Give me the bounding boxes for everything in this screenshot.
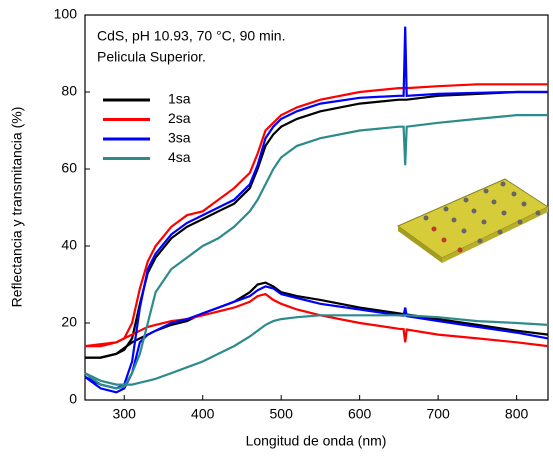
series-line (84, 114, 548, 390)
x-tick-label: 500 (270, 406, 294, 422)
series-line (85, 90, 548, 359)
y-tick-label: 20 (61, 314, 77, 330)
x-tick-label: 400 (191, 406, 215, 422)
legend-label: 1sa (168, 91, 191, 107)
series-line (84, 314, 549, 386)
y-tick-label: 40 (61, 237, 77, 253)
legend-label: 3sa (168, 130, 191, 146)
annotation: Pelicula Superior. (97, 49, 206, 65)
y-tick-label: 80 (61, 83, 77, 99)
y-axis-label: Reflectancia y transmitancia (%) (9, 107, 25, 308)
y-tick-label: 100 (54, 6, 78, 22)
legend-label: 4sa (168, 149, 191, 165)
x-tick-label: 800 (505, 406, 529, 422)
legend-label: 2sa (168, 110, 191, 126)
series-line (84, 26, 548, 390)
x-axis-label: Longitud de onda (nm) (246, 433, 387, 449)
y-tick-label: 60 (61, 160, 77, 176)
annotation: CdS, pH 10.93, 70 °C, 90 min. (97, 28, 285, 44)
x-tick-label: 300 (113, 406, 137, 422)
board-edge (398, 226, 442, 263)
board-dots (423, 181, 541, 253)
y-tick-label: 0 (69, 391, 77, 407)
x-tick-label: 600 (348, 406, 372, 422)
x-tick-label: 700 (426, 406, 450, 422)
series-line (84, 285, 549, 394)
inset-board (397, 178, 550, 263)
